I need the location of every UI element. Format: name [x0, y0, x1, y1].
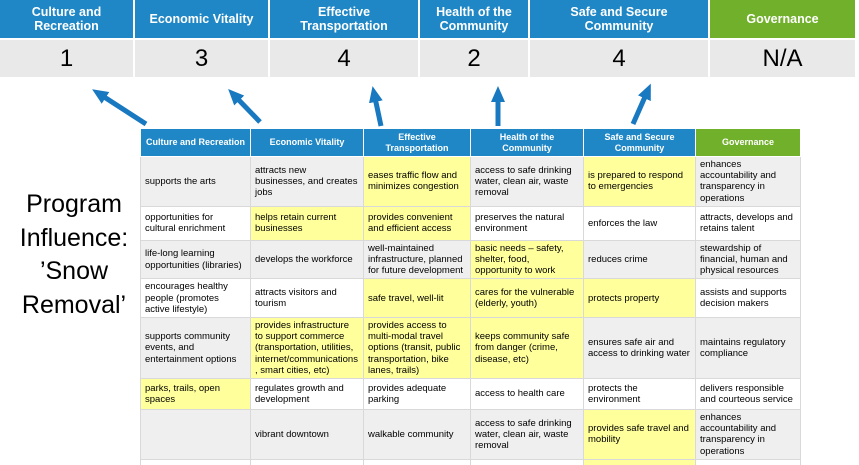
matrix-cell: protects property — [583, 278, 696, 319]
score-row: 1 3 4 2 4 N/A — [0, 40, 855, 77]
matrix-row: parks, trails, open spaces regulates grow… — [140, 378, 801, 411]
matrix-cell — [695, 458, 801, 465]
matrix-row: looks after it’s most vulnerable — [140, 458, 801, 465]
matrix-cell: stewardship of financial, human and phys… — [695, 239, 801, 280]
banner-column-health: Health of the Community — [420, 0, 528, 38]
matrix-row: vibrant downtown walkable community access… — [140, 409, 801, 460]
matrix-cell: ensures safe air and access to drinking … — [583, 317, 696, 380]
matrix-cell — [140, 409, 251, 460]
matrix-header: Effective Transportation — [363, 128, 471, 157]
score-economic: 3 — [135, 40, 268, 77]
matrix-cell: enhances accountability and transparency… — [695, 156, 801, 207]
matrix-cell: access to safe drinking water, clean air… — [470, 156, 584, 207]
banner-label: Culture and Recreation — [31, 4, 102, 33]
category-banner: Culture and Recreation Economic Vitality… — [0, 0, 855, 38]
matrix-row: supports the arts attracts new businesses… — [140, 156, 801, 207]
influence-arrows — [92, 83, 651, 127]
matrix-cell — [470, 458, 584, 465]
matrix-cell: keeps community safe from danger (crime,… — [470, 317, 584, 380]
matrix-cell: protects the environment — [583, 378, 696, 411]
score-transportation: 4 — [270, 40, 418, 77]
matrix-cell: provides infrastructure to support comme… — [250, 317, 364, 380]
matrix-cell: safe travel, well-lit — [363, 278, 471, 319]
matrix-cell — [250, 458, 364, 465]
matrix-cell: encourages healthy people (promotes acti… — [140, 278, 251, 319]
score-culture: 1 — [0, 40, 133, 77]
matrix-row: opportunities for cultural enrichment hel… — [140, 205, 801, 241]
matrix-cell: reduces crime — [583, 239, 696, 280]
matrix-cell: eases traffic flow and minimizes congest… — [363, 156, 471, 207]
matrix-cell: cares for the vulnerable (elderly, youth… — [470, 278, 584, 319]
matrix-header: Economic Vitality — [250, 128, 364, 157]
matrix-cell: helps retain current businesses — [250, 205, 364, 241]
banner-label: Effective Transportation — [300, 4, 388, 33]
matrix-cell: preserves the natural environment — [470, 205, 584, 241]
banner-column-economic: Economic Vitality — [135, 0, 268, 38]
matrix-cell — [363, 458, 471, 465]
matrix-cell: attracts new businesses, and creates job… — [250, 156, 364, 207]
matrix-cell: supports the arts — [140, 156, 251, 207]
arrow-icon-safety — [630, 83, 651, 126]
influence-matrix: Culture and Recreation Economic Vitality E… — [140, 128, 801, 465]
matrix-cell: is prepared to respond to emergencies — [583, 156, 696, 207]
matrix-cell: delivers responsible and courteous servi… — [695, 378, 801, 411]
matrix-cell: provides convenient and efficient access — [363, 205, 471, 241]
banner-label: Economic Vitality — [149, 11, 254, 26]
matrix-cell: vibrant downtown — [250, 409, 364, 460]
banner-column-safety: Safe and Secure Community — [530, 0, 708, 38]
matrix-cell: basic needs – safety, shelter, food, opp… — [470, 239, 584, 280]
matrix-cell: provides access to multi-modal travel op… — [363, 317, 471, 380]
matrix-cell: opportunities for cultural enrichment — [140, 205, 251, 241]
matrix-header: Health of the Community — [470, 128, 584, 157]
matrix-row: encourages healthy people (promotes acti… — [140, 278, 801, 319]
banner-label: Health of the Community — [436, 4, 512, 33]
matrix-cell: supports community events, and entertain… — [140, 317, 251, 380]
banner-column-culture: Culture and Recreation — [0, 0, 133, 38]
matrix-cell: walkable community — [363, 409, 471, 460]
matrix-cell: access to safe drinking water, clean air… — [470, 409, 584, 460]
matrix-cell: maintains regulatory compliance — [695, 317, 801, 380]
matrix-cell: regulates growth and development — [250, 378, 364, 411]
arrow-icon-economic — [228, 88, 262, 124]
matrix-cell: access to health care — [470, 378, 584, 411]
matrix-header: Culture and Recreation — [140, 128, 251, 157]
score-health: 2 — [420, 40, 528, 77]
matrix-cell: provides adequate parking — [363, 378, 471, 411]
matrix-header: Governance — [695, 128, 801, 157]
matrix-cell: well-maintained infrastructure, planned … — [363, 239, 471, 280]
arrow-icon-culture — [92, 89, 148, 127]
matrix-cell: attracts, develops and retains talent — [695, 205, 801, 241]
matrix-row: life-long learning opportunities (librar… — [140, 239, 801, 280]
matrix-cell: provides safe travel and mobility — [583, 409, 696, 460]
arrow-icon-transportation — [369, 86, 384, 127]
matrix-cell: attracts visitors and tourism — [250, 278, 364, 319]
matrix-cell: enforces the law — [583, 205, 696, 241]
matrix-header-row: Culture and Recreation Economic Vitality E… — [140, 128, 801, 157]
matrix-row: supports community events, and entertain… — [140, 317, 801, 380]
banner-label: Safe and Secure Community — [570, 4, 668, 33]
matrix-header: Safe and Secure Community — [583, 128, 696, 157]
matrix-cell: life-long learning opportunities (librar… — [140, 239, 251, 280]
score-safety: 4 — [530, 40, 708, 77]
matrix-cell: assists and supports decision makers — [695, 278, 801, 319]
matrix-cell: enhances accountability and transparency… — [695, 409, 801, 460]
banner-column-transportation: Effective Transportation — [270, 0, 418, 38]
matrix-cell: develops the workforce — [250, 239, 364, 280]
influence-matrix-body: supports the arts attracts new businesses… — [140, 156, 801, 465]
matrix-cell — [140, 458, 251, 465]
banner-column-governance: Governance — [710, 0, 855, 38]
score-governance: N/A — [710, 40, 855, 77]
banner-label: Governance — [746, 11, 819, 26]
program-influence-label: Program Influence: ’Snow Removal’ — [19, 190, 129, 319]
matrix-cell: parks, trails, open spaces — [140, 378, 251, 411]
matrix-cell: looks after it’s most vulnerable — [583, 458, 696, 465]
